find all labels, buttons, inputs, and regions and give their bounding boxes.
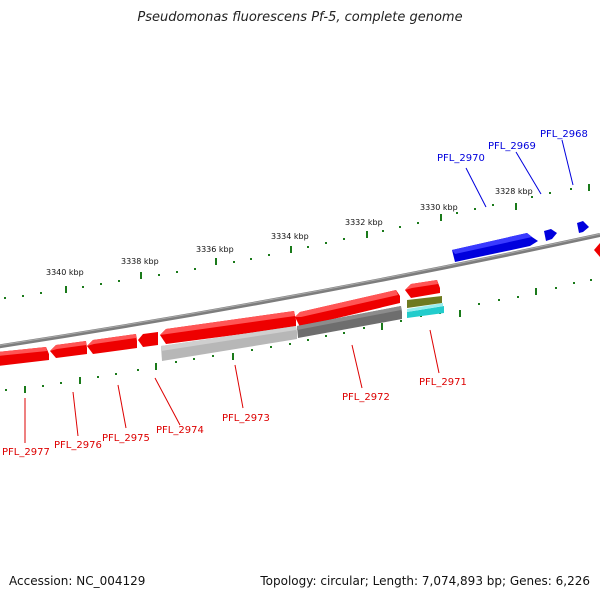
forward-gene-pfl-2968[interactable] bbox=[577, 221, 589, 233]
forward-gene-pfl-2970[interactable] bbox=[452, 233, 538, 262]
reverse-gene-pfl-2977[interactable] bbox=[0, 347, 49, 366]
scale-label: 3334 kbp bbox=[271, 232, 309, 241]
reverse-gene-fragment[interactable] bbox=[594, 243, 600, 257]
reverse-gene-pfl-2973[interactable] bbox=[160, 311, 296, 344]
gene-label-pfl-2969[interactable]: PFL_2969 bbox=[488, 141, 536, 152]
genome-backbone bbox=[0, 233, 600, 349]
reverse-gene-pfl-2974[interactable] bbox=[138, 332, 158, 347]
reverse-gene-pfl-2972[interactable] bbox=[295, 290, 400, 327]
gene-label-pfl-2970[interactable]: PFL_2970 bbox=[437, 153, 485, 164]
gene-label-pfl-2968[interactable]: PFL_2968 bbox=[540, 129, 588, 140]
scale-label: 3328 kbp bbox=[495, 187, 533, 196]
gene-label-pfl-2977[interactable]: PFL_2977 bbox=[2, 447, 50, 458]
forward-leader-lines bbox=[465, 139, 574, 208]
scale-label: 3340 kbp bbox=[46, 268, 84, 277]
accession-text: Accession: NC_004129 bbox=[9, 574, 146, 588]
scale-label: 3332 kbp bbox=[345, 218, 383, 227]
gene-label-pfl-2971[interactable]: PFL_2971 bbox=[419, 377, 467, 388]
gene-label-pfl-2973[interactable]: PFL_2973 bbox=[222, 413, 270, 424]
reverse-gene-pfl-2975[interactable] bbox=[87, 334, 137, 354]
map-title: Pseudomonas fluorescens Pf-5, complete g… bbox=[137, 10, 463, 25]
gene-label-pfl-2976[interactable]: PFL_2976 bbox=[54, 440, 102, 451]
outer-scale-ring bbox=[4, 184, 590, 299]
inner-scale-ring bbox=[5, 279, 592, 393]
reverse-leader-lines bbox=[24, 329, 440, 443]
feature-cyan-light[interactable] bbox=[407, 303, 443, 312]
topology-summary: Topology: circular; Length: 7,074,893 bp… bbox=[260, 574, 590, 588]
cds-feature-light[interactable] bbox=[161, 326, 297, 361]
cds-feature-dark[interactable] bbox=[297, 306, 402, 338]
feature-olive[interactable] bbox=[407, 296, 442, 308]
reverse-gene-pfl-2976[interactable] bbox=[50, 341, 87, 358]
reverse-gene-pfl-2971[interactable] bbox=[405, 280, 440, 298]
gene-label-pfl-2975[interactable]: PFL_2975 bbox=[102, 433, 150, 444]
gene-label-pfl-2972[interactable]: PFL_2972 bbox=[342, 392, 390, 403]
forward-gene-pfl-2969[interactable] bbox=[544, 229, 557, 241]
scale-label: 3336 kbp bbox=[196, 245, 234, 254]
scale-label: 3338 kbp bbox=[121, 257, 159, 266]
genome-backbone-highlight bbox=[0, 233, 600, 346]
gene-label-pfl-2974[interactable]: PFL_2974 bbox=[156, 425, 204, 436]
feature-cyan[interactable] bbox=[407, 306, 444, 318]
scale-label: 3330 kbp bbox=[420, 203, 458, 212]
